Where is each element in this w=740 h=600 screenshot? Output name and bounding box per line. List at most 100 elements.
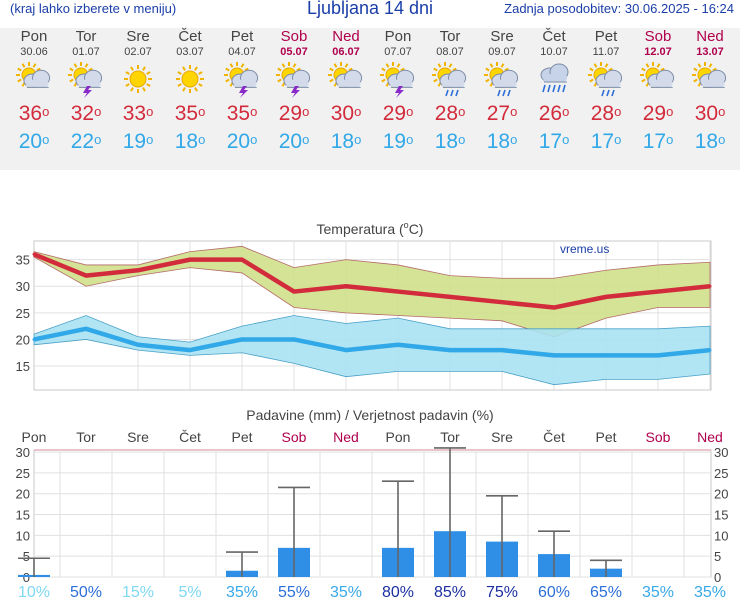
y-tick-label-right: 30 xyxy=(714,445,728,460)
max-temperature-point xyxy=(708,284,712,288)
last-updated: Zadnja posodobitev: 30.06.2025 - 16:24 xyxy=(504,1,734,16)
precipitation-probability: 60% xyxy=(538,584,570,600)
x-tick-label: Pon xyxy=(22,429,47,445)
sun-cloud-icon xyxy=(692,62,727,88)
weather-icon-slot xyxy=(60,60,112,98)
day-date: 09.07 xyxy=(488,46,516,58)
y-tick-label: 15 xyxy=(16,508,30,523)
max-temperature: 28o xyxy=(590,102,622,125)
max-temperature: 26o xyxy=(538,102,570,125)
max-temperature-point xyxy=(32,252,36,256)
day-name: Ned xyxy=(332,28,360,45)
max-temperature-point xyxy=(500,300,504,304)
day-name: Čet xyxy=(178,28,202,45)
day-name: Sob xyxy=(280,28,308,45)
max-temperature-line xyxy=(33,252,711,310)
y-tick-label-right: 15 xyxy=(714,508,728,523)
max-temperature-point xyxy=(240,258,244,262)
y-tick-label-right: 10 xyxy=(714,528,728,543)
sun-storm-icon xyxy=(276,62,311,98)
min-temperature: 18o xyxy=(330,130,362,153)
day-name: Sre xyxy=(490,28,514,45)
min-temperature-point xyxy=(136,343,140,347)
y-tick-label-right: 5 xyxy=(714,549,721,564)
sun-rain-icon xyxy=(432,62,467,97)
sun-cloud-icon xyxy=(16,62,51,88)
day-date: 12.07 xyxy=(644,46,672,58)
day-date: 11.07 xyxy=(592,46,620,58)
min-temperature: 18o xyxy=(434,130,466,153)
precipitation-probability: 15% xyxy=(122,584,154,600)
day-name: Sre xyxy=(126,28,150,45)
weather-icon-slot xyxy=(476,60,528,98)
precipitation-probability: 35% xyxy=(642,584,674,600)
forecast-day: Sob 12.07 29o 17o xyxy=(632,28,684,156)
min-temperature-point xyxy=(344,348,348,352)
min-temperature-point xyxy=(656,353,660,357)
day-date: 10.07 xyxy=(540,46,568,58)
x-tick-label: Pet xyxy=(595,429,616,445)
y-tick-label: 0 xyxy=(23,570,30,585)
y-tick-label: 30 xyxy=(16,279,30,294)
max-temperature: 29o xyxy=(642,102,674,125)
precipitation-probability: 35% xyxy=(694,584,726,600)
forecast-day: Pon 30.06 36o 20o xyxy=(8,28,60,156)
min-temperature-point xyxy=(396,343,400,347)
forecast-day: Pet 11.07 28o 17o xyxy=(580,28,632,156)
max-temperature-point xyxy=(656,290,660,294)
min-temperature-point xyxy=(292,337,296,341)
sun-storm-icon xyxy=(380,62,415,98)
min-temperature-range-band xyxy=(33,315,711,386)
forecast-day: Ned 13.07 30o 18o xyxy=(684,28,736,156)
sun-rain-icon xyxy=(588,62,623,97)
min-temperature-point xyxy=(604,353,608,357)
x-tick-label: Tor xyxy=(440,429,460,445)
precipitation-probability: 50% xyxy=(70,584,102,600)
max-temperature: 30o xyxy=(330,102,362,125)
max-temperature-point xyxy=(344,284,348,288)
day-name: Pet xyxy=(230,28,254,45)
max-temperature: 27o xyxy=(486,102,518,125)
precipitation-probability: 5% xyxy=(178,584,201,600)
min-temperature: 20o xyxy=(278,130,310,153)
x-tick-label: Ned xyxy=(697,429,723,445)
temperature-chart: Temperatura (oC) 15 20 25 30 35 vreme.us xyxy=(16,220,712,391)
sun-cloud-icon xyxy=(640,62,675,88)
precipitation-probability: 35% xyxy=(330,584,362,600)
min-temperature-point xyxy=(448,348,452,352)
max-temperature-range-band xyxy=(33,245,711,338)
min-temperature: 18o xyxy=(694,130,726,153)
day-name: Ned xyxy=(696,28,724,45)
min-temperature: 17o xyxy=(538,130,570,153)
day-date: 02.07 xyxy=(124,46,152,58)
weather-icon-slot xyxy=(268,60,320,98)
temperature-chart-title: Temperatura (oC) xyxy=(317,220,424,237)
region-menu-hint[interactable]: (kraj lahko izberete v meniju) xyxy=(10,1,177,16)
sun-storm-icon xyxy=(68,62,103,98)
precipitation-probability: 80% xyxy=(382,584,414,600)
page-title: Ljubljana 14 dni xyxy=(306,0,434,18)
max-temperature-point xyxy=(552,306,556,310)
precipitation-probability: 55% xyxy=(278,584,310,600)
x-tick-label: Čet xyxy=(543,429,565,445)
day-date: 30.06 xyxy=(20,46,48,58)
x-tick-label: Pon xyxy=(386,429,411,445)
day-date: 13.07 xyxy=(696,46,724,58)
max-temperature: 30o xyxy=(694,102,726,125)
forecast-day: Pet 04.07 35o 20o xyxy=(216,28,268,156)
y-tick-label: 10 xyxy=(16,528,30,543)
x-tick-label: Tor xyxy=(76,429,96,445)
min-temperature: 22o xyxy=(70,130,102,153)
precipitation-probability: 10% xyxy=(18,584,50,600)
weather-icon-slot xyxy=(216,60,268,98)
sun-cloud-icon xyxy=(328,62,363,88)
y-tick-label: 25 xyxy=(16,306,30,321)
min-temperature-point xyxy=(188,348,192,352)
y-tick-label: 20 xyxy=(16,487,30,502)
day-date: 03.07 xyxy=(176,46,204,58)
forecast-day: Sre 02.07 33o 19o xyxy=(112,28,164,156)
x-tick-label: Sob xyxy=(646,429,671,445)
max-temperature-point xyxy=(292,290,296,294)
max-temperature: 36o xyxy=(18,102,50,125)
max-temperature: 29o xyxy=(382,102,414,125)
